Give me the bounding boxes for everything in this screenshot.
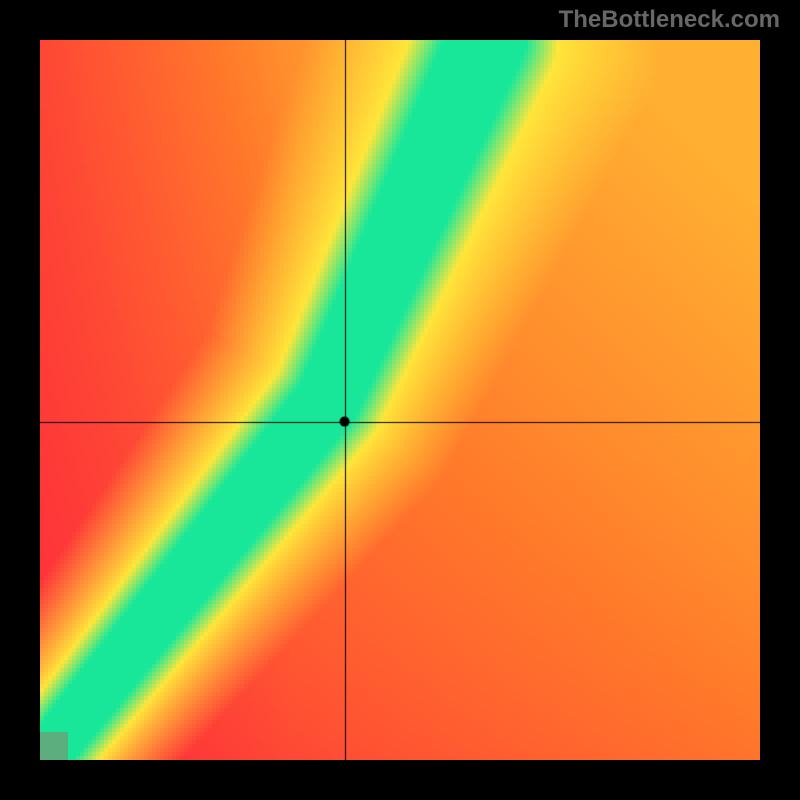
crosshair-overlay — [40, 40, 760, 760]
watermark-text: TheBottleneck.com — [559, 6, 780, 34]
